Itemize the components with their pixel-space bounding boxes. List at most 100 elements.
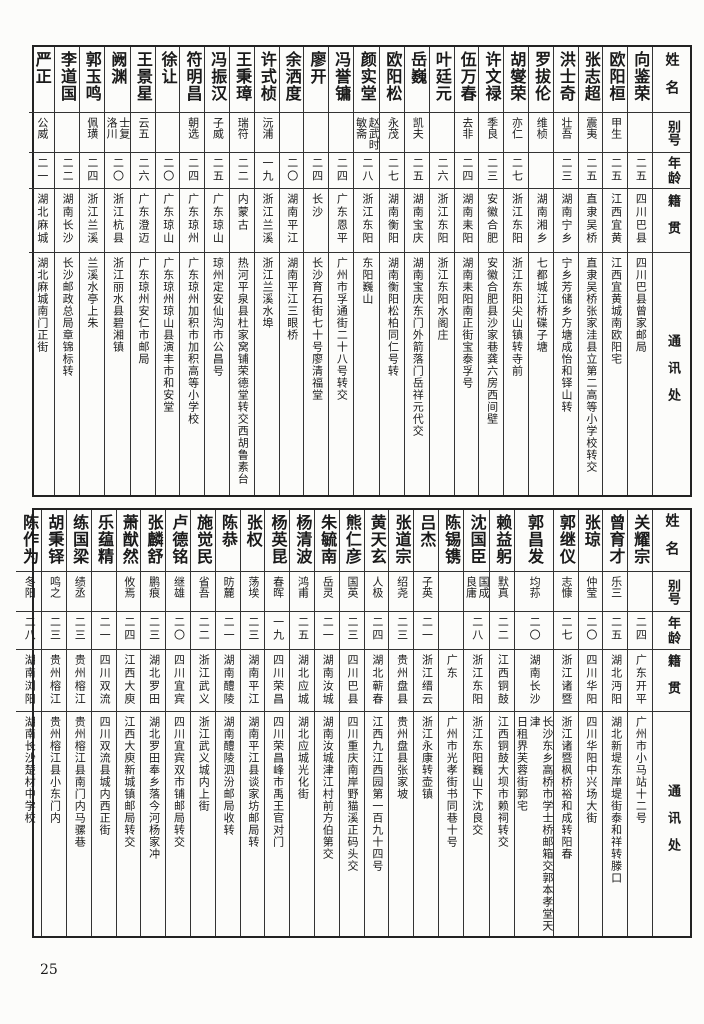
native-text: 浙江东阳 [436, 193, 450, 245]
name-text: 施觉民 [194, 514, 214, 565]
name-text: 符明昌 [183, 51, 203, 102]
alias-cell: 公威 [29, 113, 54, 153]
alias-cell: 岳灵 [315, 572, 339, 612]
native-cell: 湖北罗田 [141, 650, 166, 712]
person-column: 许式桢 沅浦 一九 浙江兰溪 浙江兰溪水埠 [253, 47, 279, 495]
alias-text: 荡埃 [246, 576, 260, 598]
address-text: 湖南醴陵泗汾邮局收转 [222, 716, 236, 836]
alias-cell: 人极 [364, 572, 389, 612]
address-text: 四川华阳中兴场大街 [584, 716, 598, 824]
address-text: 广州市孚通街二十八号转交 [335, 257, 349, 401]
alias-cell: 佩璜 [79, 113, 104, 153]
person-column: 萧猷然 攸焉 二四 江西大庾 江西大庾新城镇邮局转交 [115, 510, 141, 936]
address-text: 琼州定安仙沟市公昌号 [211, 257, 225, 377]
native-text: 湖南平江 [285, 193, 299, 245]
header-alias-text: 别号 [664, 119, 680, 146]
alias-cell [279, 113, 304, 153]
native-cell: 广东恩平 [329, 189, 353, 253]
alias-text: 仲莹 [584, 576, 598, 598]
name-text: 王秉璋 [233, 51, 253, 102]
alias-cell: 震夷 [578, 113, 603, 153]
native-text: 湖南醴陵 [222, 654, 236, 706]
native-text: 浙江缙云 [420, 654, 434, 706]
age-cell: 二四 [454, 153, 479, 189]
address-text: 长沙东乡高桥市学士桥邮箱交郭本孝堂天津 日租界芙蓉街郭宅 [515, 716, 553, 932]
address-cell: 四川双流县城内西正街 [92, 712, 116, 936]
person-column: 曾育才 乐三 二五 湖北沔阳 湖北新堤东岸堤街泰和祥转滕口 [602, 510, 628, 936]
native-cell: 四川巴县 [339, 650, 364, 712]
address-text: 四川重庆南岸野猫溪正码头交 [346, 716, 360, 872]
alias-text: 岳灵 [321, 576, 335, 598]
alias-text: 子英 [420, 576, 434, 598]
name-cell: 胡燮荣 [504, 47, 529, 113]
name-text: 廖开 [307, 51, 327, 85]
address-text: 湖北麻城南门正街 [35, 257, 49, 353]
native-cell: 湖北蕲春 [364, 650, 389, 712]
name-cell: 关耀宗 [628, 510, 652, 572]
alias-cell: 去非 [454, 113, 479, 153]
alias-text: 鹏痕 [147, 576, 161, 598]
address-cell: 湖南平江县谈家坊邮局转 [241, 712, 265, 936]
address-text: 四川荣昌峰市禹王官对门 [271, 716, 285, 848]
header-alias-cell: 别号 [653, 113, 690, 153]
alias-text: 人极 [370, 576, 384, 598]
address-cell: 贵州榕江县小东门内 [42, 712, 66, 936]
native-text: 湖北罗田 [147, 654, 161, 706]
person-column: 乐蕴精 二一 四川双流 四川双流县城内西正街 [90, 510, 116, 936]
age-text: 二三 [147, 616, 161, 642]
age-text: 二四 [310, 157, 324, 183]
person-column: 沈国臣 国成 良庸 二八 浙江东阳 浙江东阳巍山下沈良交 [462, 510, 490, 936]
address-cell: 湖南长沙楚材中学校 [16, 712, 41, 936]
address-cell: 宁乡芳储乡方塘成怡和铎山转 [554, 253, 578, 495]
age-text: 二三 [485, 157, 499, 183]
person-column: 余洒度 二〇 湖南平江 湖南平江三眼桥 [278, 47, 304, 495]
age-cell: 二〇 [578, 612, 603, 650]
page-number: 25 [40, 962, 58, 978]
address-cell: 四川宜宾双市铺邮局转交 [166, 712, 190, 936]
alias-cell [429, 113, 454, 153]
alias-text: 壮吾 [560, 117, 574, 139]
age-text: 二一 [321, 616, 335, 642]
alias-cell: 继雄 [166, 572, 191, 612]
age-text: 二五 [609, 157, 623, 183]
alias-cell: 甲生 [603, 113, 628, 153]
address-text: 广州市光孝街书同巷十号 [445, 716, 459, 848]
native-text: 江西大庾 [122, 654, 136, 706]
age-cell [439, 612, 463, 650]
alias-text: 朝选 [186, 117, 200, 139]
age-text: 二四 [460, 157, 474, 183]
alias-cell: 瑞符 [229, 113, 254, 153]
name-text: 胡秉铎 [45, 514, 65, 565]
address-text: 浙江东阳水阁庄 [436, 257, 450, 341]
address-cell: 江西九江西园第一百九十四号 [365, 712, 389, 936]
address-cell: 贵州榕江县南门内马骡巷 [67, 712, 91, 936]
native-text: 湖南浏阳 [23, 654, 37, 706]
age-text: 二一 [98, 616, 112, 642]
age-text: 二三 [395, 616, 409, 642]
address-cell: 四川重庆南岸野猫溪正码头交 [340, 712, 364, 936]
name-text: 张权 [243, 514, 263, 548]
name-text: 陈恭 [218, 514, 238, 548]
name-cell: 卢德铭 [166, 510, 191, 572]
name-text: 许文禄 [482, 51, 502, 102]
native-text: 四川巴县 [634, 193, 648, 245]
age-text: 二二 [236, 157, 250, 183]
name-text: 王景星 [133, 51, 153, 102]
alias-cell: 国英 [339, 572, 364, 612]
person-column: 陈锡镌 广东 广州市光孝街书同巷十号 [438, 510, 463, 936]
age-text: 二八 [23, 616, 37, 642]
name-cell: 罗拔伦 [529, 47, 553, 113]
person-column: 朱毓南 岳灵 二一 湖南汝城 湖南汝城津江村前方伯第交 [314, 510, 339, 936]
age-cell: 二一 [215, 612, 240, 650]
age-text: 一九 [260, 157, 274, 183]
age-text: 二七 [386, 157, 400, 183]
alias-text: 赵武时 敏斋 [354, 117, 380, 150]
alias-cell: 绍尧 [389, 572, 414, 612]
name-cell: 伍万春 [454, 47, 479, 113]
person-column: 阙渊 士复 洛川 二〇 浙江杭县 浙江丽水县碧湘镇 [103, 47, 130, 495]
address-cell: 湖南平江三眼桥 [280, 253, 304, 495]
age-cell: 一九 [265, 612, 290, 650]
age-text: 二八 [470, 616, 484, 642]
alias-cell: 云五 [130, 113, 155, 153]
native-text: 浙江东阳 [360, 193, 374, 245]
